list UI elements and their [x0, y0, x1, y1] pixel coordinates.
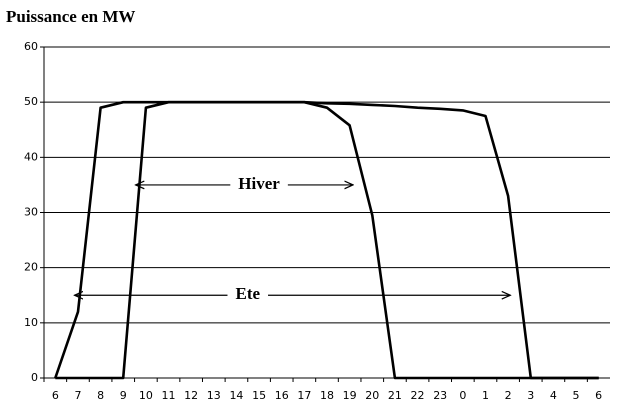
- y-tick-label: 40: [24, 150, 38, 163]
- x-tick-label: 9: [120, 389, 127, 402]
- y-tick-label: 0: [31, 371, 38, 384]
- x-tick-label: 3: [527, 389, 534, 402]
- x-tick-label: 5: [573, 389, 580, 402]
- x-tick-label: 18: [320, 389, 334, 402]
- x-tick-label: 20: [365, 389, 379, 402]
- x-tick-label: 19: [343, 389, 357, 402]
- x-tick-label: 21: [388, 389, 402, 402]
- annotation-label: Hiver: [238, 174, 280, 193]
- x-tick-label: 15: [252, 389, 266, 402]
- x-tick-label: 16: [275, 389, 289, 402]
- x-tick-label: 1: [482, 389, 489, 402]
- x-tick-label: 7: [74, 389, 81, 402]
- x-tick-label: 14: [229, 389, 243, 402]
- chart-title: Puissance en MW: [6, 7, 135, 26]
- line-series: [55, 100, 599, 380]
- x-tick-label: 17: [297, 389, 311, 402]
- line-series: [54, 100, 599, 380]
- x-tick-label: 6: [52, 389, 59, 402]
- x-tick-label: 4: [550, 389, 557, 402]
- y-tick-label: 50: [24, 95, 38, 108]
- annotation-label: Ete: [235, 284, 260, 303]
- x-tick-label: 2: [505, 389, 512, 402]
- x-tick-label: 22: [411, 389, 425, 402]
- x-tick-label: 23: [433, 389, 447, 402]
- y-tick-label: 60: [24, 40, 38, 53]
- y-tick-label: 10: [24, 316, 38, 329]
- x-tick-label: 0: [459, 389, 466, 402]
- x-tick-label: 12: [184, 389, 198, 402]
- y-tick-label: 20: [24, 261, 38, 274]
- x-tick-label: 13: [207, 389, 221, 402]
- y-tick-label: 30: [24, 206, 38, 219]
- x-tick-label: 10: [139, 389, 153, 402]
- x-tick-label: 6: [595, 389, 602, 402]
- x-tick-label: 8: [97, 389, 104, 402]
- x-tick-label: 11: [162, 389, 176, 402]
